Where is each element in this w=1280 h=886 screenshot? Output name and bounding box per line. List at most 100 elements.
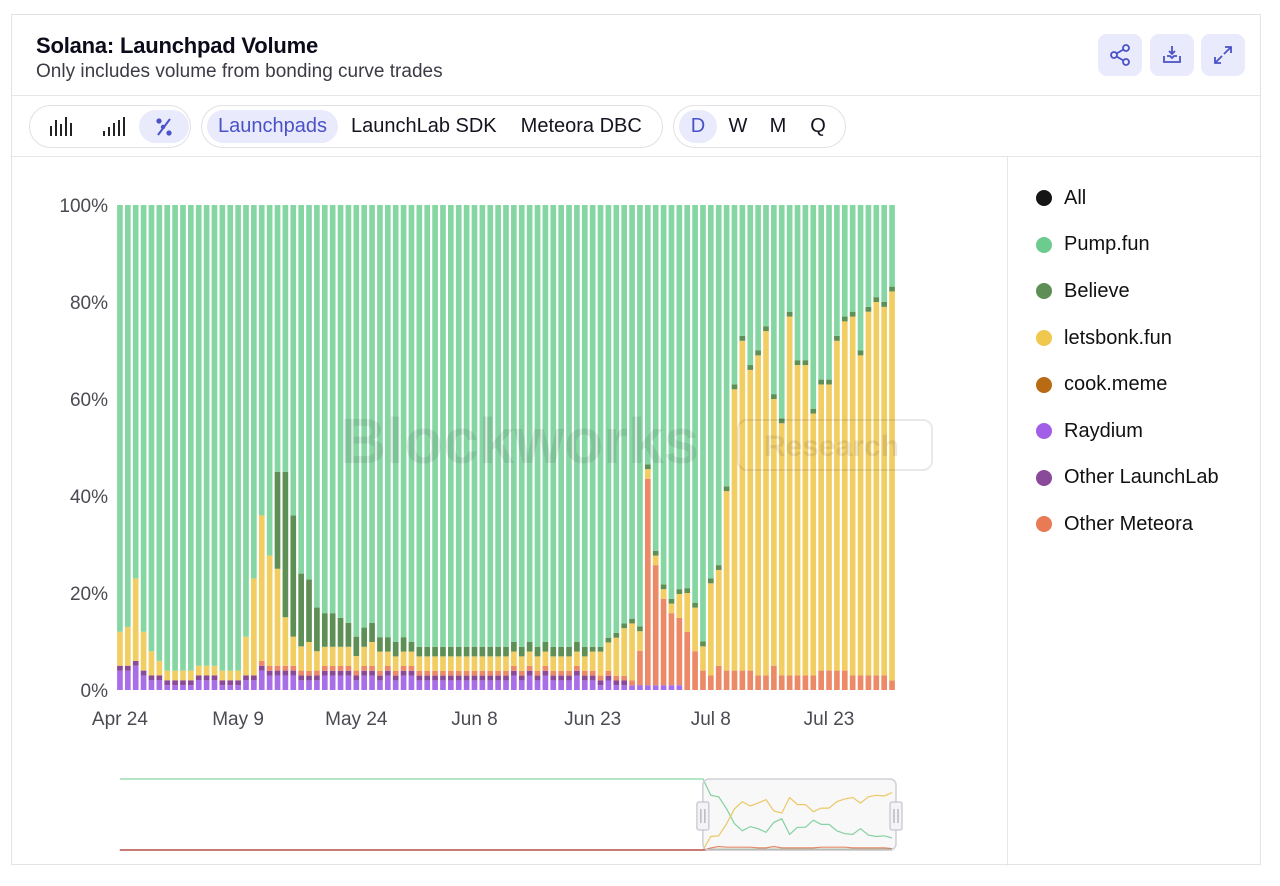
- tab-launchpads[interactable]: Launchpads: [207, 110, 338, 143]
- bar-segment-raydium[interactable]: [566, 680, 572, 690]
- bar-segment-other_meteora[interactable]: [810, 675, 817, 690]
- bar-segment-other_meteora[interactable]: [463, 670, 470, 676]
- bar-segment-believe[interactable]: [392, 641, 399, 657]
- bar-segment-other_launchlab[interactable]: [392, 675, 399, 681]
- bar-segment-letsbonk[interactable]: [786, 316, 793, 676]
- legend-item[interactable]: Raydium: [1030, 408, 1250, 455]
- bar-segment-other_launchlab[interactable]: [377, 675, 383, 681]
- bar-segment-pump[interactable]: [219, 205, 226, 671]
- bar-segment-letsbonk[interactable]: [503, 656, 509, 671]
- bar-segment-letsbonk[interactable]: [408, 651, 415, 666]
- bar-segment-other_meteora[interactable]: [298, 670, 304, 676]
- bar-segment-believe[interactable]: [337, 617, 344, 647]
- bar-segment-other_launchlab[interactable]: [487, 675, 494, 681]
- bar-segment-pump[interactable]: [172, 205, 178, 671]
- bar-segment-pump[interactable]: [755, 205, 761, 351]
- bar-segment-pump[interactable]: [188, 205, 194, 671]
- bar-segment-letsbonk[interactable]: [440, 656, 446, 671]
- bar-segment-pump[interactable]: [258, 205, 265, 516]
- bar-segment-other_meteora[interactable]: [479, 670, 486, 676]
- bar-segment-believe[interactable]: [786, 311, 793, 317]
- stacked-bar-chart-button[interactable]: [87, 110, 137, 143]
- bar-segment-pump[interactable]: [353, 205, 360, 637]
- bar-segment-believe[interactable]: [834, 335, 840, 341]
- bar-segment-letsbonk[interactable]: [550, 656, 557, 671]
- bar-segment-letsbonk[interactable]: [684, 593, 691, 632]
- bar-segment-pump[interactable]: [834, 205, 840, 336]
- bar-segment-pump[interactable]: [117, 205, 123, 632]
- bar-segment-believe[interactable]: [763, 326, 769, 332]
- bar-segment-other_meteora[interactable]: [503, 670, 509, 676]
- bar-segment-raydium[interactable]: [676, 685, 683, 690]
- bar-segment-pump[interactable]: [786, 205, 793, 312]
- bar-segment-other_meteora[interactable]: [329, 665, 336, 671]
- bar-segment-raydium[interactable]: [156, 680, 163, 690]
- bar-segment-other_meteora[interactable]: [771, 665, 777, 690]
- bar-segment-pump[interactable]: [857, 205, 864, 351]
- bar-segment-letsbonk[interactable]: [731, 389, 738, 671]
- bar-segment-other_launchlab[interactable]: [124, 665, 131, 671]
- bar-segment-other_meteora[interactable]: [739, 670, 746, 690]
- bar-segment-believe[interactable]: [613, 632, 620, 638]
- bar-segment-believe[interactable]: [353, 636, 360, 657]
- bar-segment-other_launchlab[interactable]: [400, 670, 407, 676]
- bar-segment-believe[interactable]: [731, 384, 738, 390]
- bar-segment-other_launchlab[interactable]: [306, 675, 312, 681]
- bar-segment-letsbonk[interactable]: [857, 355, 864, 676]
- bar-segment-believe[interactable]: [558, 646, 564, 657]
- bar-segment-other_launchlab[interactable]: [550, 675, 557, 681]
- bar-segment-believe[interactable]: [321, 613, 328, 647]
- bar-segment-raydium[interactable]: [117, 670, 123, 690]
- bar-segment-letsbonk[interactable]: [219, 670, 226, 681]
- bar-segment-other_meteora[interactable]: [526, 665, 533, 671]
- bar-segment-raydium[interactable]: [629, 685, 635, 690]
- bar-segment-believe[interactable]: [416, 646, 423, 657]
- bar-segment-raydium[interactable]: [589, 680, 596, 690]
- bar-segment-raydium[interactable]: [243, 680, 249, 690]
- bar-segment-other_meteora[interactable]: [566, 670, 572, 676]
- bar-segment-raydium[interactable]: [463, 680, 470, 690]
- bar-segment-believe[interactable]: [692, 602, 698, 608]
- bar-segment-pump[interactable]: [180, 205, 186, 671]
- bar-segment-other_meteora[interactable]: [660, 598, 667, 686]
- bar-segment-pump[interactable]: [235, 205, 241, 671]
- bar-segment-raydium[interactable]: [518, 680, 525, 690]
- bar-segment-other_meteora[interactable]: [818, 670, 824, 690]
- bar-segment-letsbonk[interactable]: [235, 670, 241, 681]
- bar-segment-pump[interactable]: [574, 205, 580, 642]
- bar-segment-other_meteora[interactable]: [384, 665, 391, 671]
- bar-segment-other_launchlab[interactable]: [542, 670, 549, 676]
- bar-segment-believe[interactable]: [274, 471, 281, 569]
- bar-segment-other_meteora[interactable]: [621, 675, 628, 681]
- bar-segment-pump[interactable]: [495, 205, 501, 647]
- bar-segment-pump[interactable]: [629, 205, 635, 619]
- bar-segment-believe[interactable]: [889, 286, 895, 292]
- bar-segment-letsbonk[interactable]: [881, 306, 888, 676]
- bar-segment-pump[interactable]: [849, 205, 856, 312]
- bar-segment-other_launchlab[interactable]: [195, 675, 202, 681]
- bar-segment-other_meteora[interactable]: [589, 670, 596, 676]
- bar-segment-letsbonk[interactable]: [188, 670, 194, 681]
- bar-segment-pump[interactable]: [345, 205, 352, 623]
- bar-segment-pump[interactable]: [684, 205, 691, 589]
- legend-item[interactable]: Pump.fun: [1030, 222, 1250, 269]
- bar-segment-other_launchlab[interactable]: [243, 675, 249, 681]
- bar-segment-pump[interactable]: [361, 205, 368, 628]
- bar-segment-believe[interactable]: [589, 646, 596, 652]
- bar-segment-pump[interactable]: [708, 205, 714, 579]
- bar-segment-other_launchlab[interactable]: [235, 680, 241, 686]
- bar-segment-other_meteora[interactable]: [558, 670, 564, 676]
- bar-segment-raydium[interactable]: [400, 675, 407, 690]
- percent-chart-button[interactable]: [139, 110, 189, 143]
- bar-segment-raydium[interactable]: [621, 685, 628, 690]
- bar-segment-other_meteora[interactable]: [266, 665, 273, 671]
- bar-segment-other_meteora[interactable]: [786, 675, 793, 690]
- bar-segment-raydium[interactable]: [180, 685, 186, 690]
- bar-segment-other_launchlab[interactable]: [621, 680, 628, 686]
- bar-segment-pump[interactable]: [227, 205, 234, 671]
- bar-segment-pump[interactable]: [660, 205, 667, 585]
- bar-segment-letsbonk[interactable]: [132, 578, 139, 661]
- bar-segment-other_meteora[interactable]: [834, 670, 840, 690]
- bar-segment-other_meteora[interactable]: [377, 670, 383, 676]
- bar-segment-raydium[interactable]: [471, 680, 478, 690]
